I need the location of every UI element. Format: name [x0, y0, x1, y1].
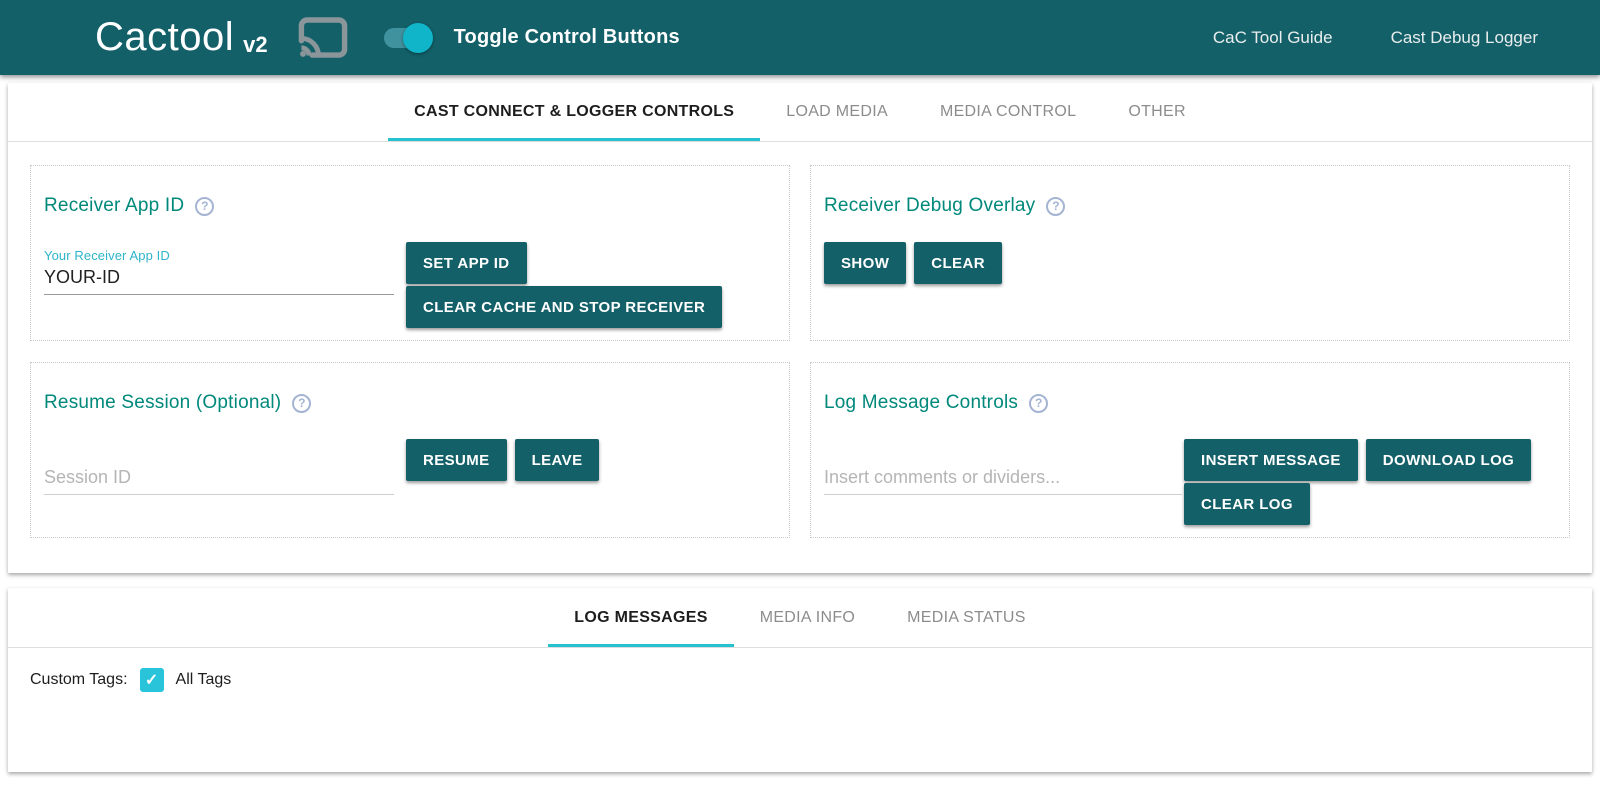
toggle-knob: [402, 22, 433, 53]
control-buttons-toggle[interactable]: [383, 22, 433, 53]
link-cac-tool-guide[interactable]: CaC Tool Guide: [1212, 27, 1333, 47]
tab-other[interactable]: OTHER: [1128, 103, 1186, 120]
panel-title: Receiver App ID: [44, 195, 185, 216]
main-tab-bar: CAST CONNECT & LOGGER CONTROLS LOAD MEDI…: [8, 83, 1592, 142]
custom-tags-label: Custom Tags:: [30, 671, 128, 688]
all-tags-checkbox[interactable]: ✓: [139, 668, 164, 692]
help-icon[interactable]: ?: [195, 196, 215, 216]
app-title: Cactool: [95, 15, 235, 59]
insert-message-button[interactable]: INSERT MESSAGE: [1184, 439, 1358, 481]
tab-media-info[interactable]: MEDIA INFO: [759, 608, 856, 626]
panel-receiver-app-id: Receiver App ID ? Your Receiver App ID S…: [30, 165, 790, 341]
panel-grid: Receiver App ID ? Your Receiver App ID S…: [8, 142, 1592, 538]
set-app-id-button[interactable]: SET APP ID: [406, 242, 527, 284]
cast-icon: [292, 11, 354, 65]
help-icon[interactable]: ?: [292, 393, 312, 413]
clear-cache-stop-receiver-button[interactable]: CLEAR CACHE AND STOP RECEIVER: [406, 286, 723, 328]
tab-cast-connect-logger-controls[interactable]: CAST CONNECT & LOGGER CONTROLS: [388, 83, 761, 141]
log-tab-bar: LOG MESSAGES MEDIA INFO MEDIA STATUS: [8, 588, 1592, 648]
clear-overlay-button[interactable]: CLEAR: [914, 242, 1002, 284]
app-version: v2: [243, 31, 268, 57]
panel-title: Receiver Debug Overlay: [824, 195, 1036, 216]
panel-receiver-debug-overlay: Receiver Debug Overlay ? SHOW CLEAR: [810, 165, 1570, 341]
all-tags-label: All Tags: [175, 671, 232, 688]
tab-log-messages[interactable]: LOG MESSAGES: [548, 588, 735, 647]
toggle-label: Toggle Control Buttons: [453, 26, 680, 48]
receiver-app-id-label: Your Receiver App ID: [44, 248, 170, 263]
help-icon[interactable]: ?: [1029, 393, 1049, 413]
resume-session-button[interactable]: RESUME: [406, 439, 507, 481]
show-overlay-button[interactable]: SHOW: [824, 242, 907, 284]
header-links: CaC Tool Guide Cast Debug Logger: [1213, 28, 1600, 48]
link-cast-debug-logger[interactable]: Cast Debug Logger: [1390, 27, 1538, 47]
tab-load-media[interactable]: LOAD MEDIA: [786, 103, 888, 120]
panel-resume-session: Resume Session (Optional) ? RESUME LEAVE: [30, 362, 790, 538]
clear-log-button[interactable]: CLEAR LOG: [1184, 483, 1310, 525]
leave-session-button[interactable]: LEAVE: [514, 439, 600, 481]
session-id-input[interactable]: [44, 467, 394, 495]
app-header: Cactool v2 Toggle Control Buttons CaC To…: [0, 0, 1600, 75]
controls-card: CAST CONNECT & LOGGER CONTROLS LOAD MEDI…: [8, 83, 1592, 573]
tab-media-control[interactable]: MEDIA CONTROL: [939, 103, 1077, 120]
panel-title: Resume Session (Optional): [44, 392, 282, 413]
panel-log-message-controls: Log Message Controls ? INSERT MESSAGE DO…: [810, 362, 1570, 538]
receiver-app-id-input[interactable]: [44, 267, 394, 295]
log-filter-row: Custom Tags: ✓ All Tags: [8, 648, 1592, 692]
tab-media-status[interactable]: MEDIA STATUS: [907, 608, 1026, 626]
help-icon[interactable]: ?: [1046, 196, 1066, 216]
log-message-input[interactable]: [824, 467, 1182, 495]
panel-title: Log Message Controls: [824, 392, 1019, 413]
download-log-button[interactable]: DOWNLOAD LOG: [1365, 439, 1532, 481]
log-card: LOG MESSAGES MEDIA INFO MEDIA STATUS Cus…: [8, 588, 1592, 772]
